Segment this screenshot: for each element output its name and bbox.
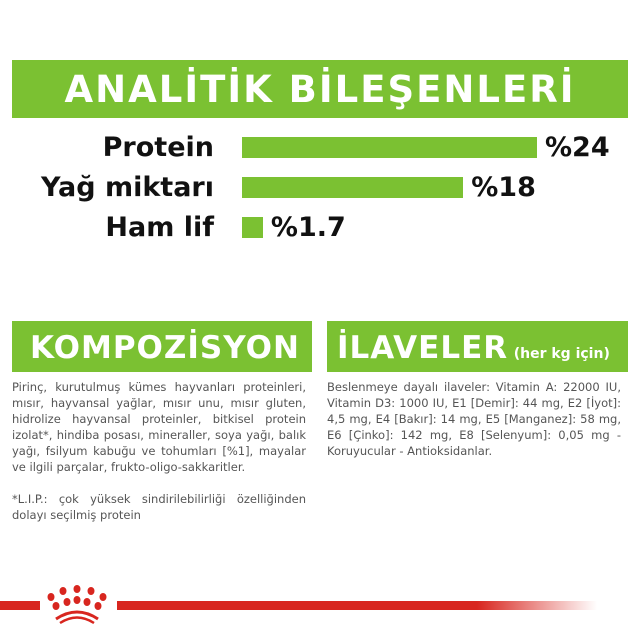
nutrient-value-fat: %18	[471, 172, 536, 203]
additives-text: Beslenmeye dayalı ilaveler: Vitamin A: 2…	[327, 380, 621, 458]
nutrient-label-fat: Yağ miktarı	[40, 172, 214, 203]
nutrient-value-fiber: %1.7	[270, 212, 346, 243]
additives-title: İLAVELER	[337, 330, 509, 366]
royal-canin-crown-logo	[47, 585, 107, 625]
nutrient-label-fiber: Ham lif	[105, 212, 214, 243]
additives-subtitle: (her kg için)	[513, 346, 610, 362]
nutrient-bar-fat	[242, 177, 464, 198]
nutrient-bar-fiber	[242, 217, 263, 238]
composition-header: KOMPOZİSYON	[12, 321, 312, 372]
nutrient-value-protein: %24	[545, 132, 610, 163]
brand-line-right	[117, 601, 597, 610]
nutrient-bar-protein	[242, 137, 537, 158]
additives-header: İLAVELER (her kg için)	[327, 321, 628, 372]
brand-line-left	[0, 601, 40, 610]
analysis-banner: ANALİTİK BİLEŞENLERİ	[12, 60, 628, 118]
composition-text: Pirinç, kurutulmuş kümes hayvanları prot…	[12, 380, 306, 474]
nutrient-label-protein: Protein	[102, 132, 214, 163]
composition-note: *L.I.P.: çok yüksek sindirilebilirliği ö…	[12, 492, 306, 522]
